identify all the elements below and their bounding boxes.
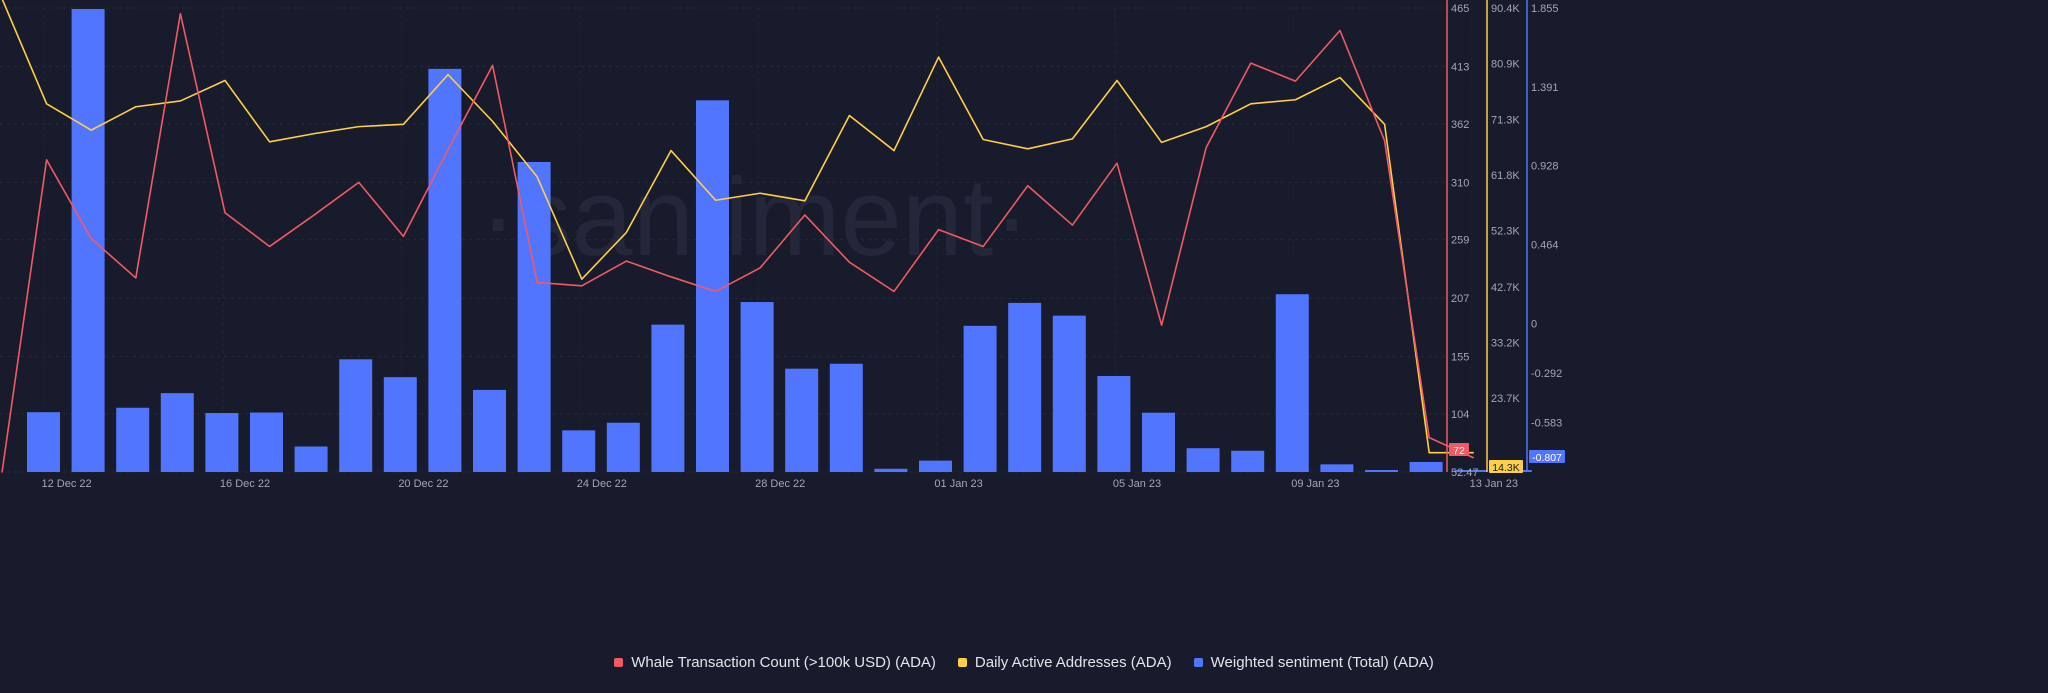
daa-tick-label: 52.3K xyxy=(1491,226,1520,238)
sentiment-tick-label: 0 xyxy=(1531,318,1537,330)
sentiment-bar xyxy=(1008,302,1042,472)
whale-tick-label: 310 xyxy=(1451,177,1469,189)
x-tick-label: 12 Dec 22 xyxy=(42,478,92,490)
legend-swatch-sentiment xyxy=(1193,658,1203,667)
sentiment-bar xyxy=(383,377,417,472)
sentiment-bar xyxy=(606,422,640,472)
sentiment-bar xyxy=(740,302,774,472)
whale-tick-label: 52.47 xyxy=(1451,467,1479,479)
sentiment-bar xyxy=(829,363,863,472)
sentiment-bar xyxy=(428,68,462,472)
sentiment-bar xyxy=(1454,470,1488,472)
daa-tick-label: 61.8K xyxy=(1491,170,1520,182)
sentiment-bar xyxy=(116,407,150,472)
whale-tick-label: 413 xyxy=(1451,61,1469,73)
daa-tick-label: 80.9K xyxy=(1491,59,1520,71)
whale-tick-label: 207 xyxy=(1451,293,1469,305)
sentiment-current-badge: -0.807 xyxy=(1532,452,1562,464)
legend-item-whale[interactable]: Whale Transaction Count (>100k USD) (ADA… xyxy=(614,654,936,671)
sentiment-bar xyxy=(1231,450,1265,472)
sentiment-bar xyxy=(919,460,952,472)
sentiment-bar xyxy=(963,325,997,472)
legend-label-whale: Whale Transaction Count (>100k USD) (ADA… xyxy=(631,654,936,671)
x-tick-label: 09 Jan 23 xyxy=(1291,478,1339,490)
sentiment-bar xyxy=(1320,464,1354,472)
sentiment-bar xyxy=(71,9,105,473)
x-tick-label: 05 Jan 23 xyxy=(1113,478,1161,490)
sentiment-bar xyxy=(205,413,239,472)
sentiment-bar xyxy=(250,412,283,472)
x-tick-label: 28 Dec 22 xyxy=(755,478,805,490)
legend-item-daa[interactable]: Daily Active Addresses (ADA) xyxy=(957,654,1172,671)
sentiment-current-badge-bg xyxy=(1529,450,1565,463)
sentiment-bar xyxy=(339,359,373,472)
whale-tick-label: 259 xyxy=(1451,235,1469,247)
sentiment-tick-label: -0.583 xyxy=(1531,417,1562,429)
sentiment-bar xyxy=(1365,470,1398,472)
whale-tick-label: 465 xyxy=(1451,3,1469,15)
sentiment-tick-label: 0.928 xyxy=(1531,161,1559,173)
legend: Whale Transaction Count (>100k USD) (ADA… xyxy=(0,654,2048,671)
sentiment-bar xyxy=(1142,412,1175,472)
daa-tick-label: 33.2K xyxy=(1491,337,1520,349)
daa-tick-label: 90.4K xyxy=(1491,3,1520,15)
sentiment-bar xyxy=(562,430,596,472)
daa-tick-label: 71.3K xyxy=(1491,115,1520,127)
whale-line xyxy=(1,12,1475,473)
legend-swatch-whale xyxy=(614,658,624,667)
sentiment-tick-label: -0.292 xyxy=(1531,368,1562,380)
sentiment-bar xyxy=(1052,315,1086,472)
sentiment-tick-label: 0.464 xyxy=(1531,239,1559,251)
legend-label-sentiment: Weighted sentiment (Total) (ADA) xyxy=(1210,654,1434,671)
sentiment-bar xyxy=(1409,461,1443,472)
sentiment-bar xyxy=(1097,375,1131,472)
daa-tick-label: 42.7K xyxy=(1491,282,1520,294)
sentiment-bar xyxy=(651,324,685,472)
sentiment-bar xyxy=(1275,294,1309,472)
x-tick-label: 24 Dec 22 xyxy=(577,478,627,490)
whale-current-badge-bg xyxy=(1449,443,1469,457)
legend-label-daa: Daily Active Addresses (ADA) xyxy=(974,654,1172,671)
daa-current-badge-bg xyxy=(1489,460,1523,473)
whale-current-badge: 72 xyxy=(1453,445,1465,457)
sentiment-tick-label: 1.391 xyxy=(1531,82,1559,94)
daa-line xyxy=(1,0,1474,454)
sentiment-bar xyxy=(473,389,506,472)
legend-item-sentiment[interactable]: Weighted sentiment (Total) (ADA) xyxy=(1193,654,1434,671)
x-tick-label: 01 Jan 23 xyxy=(934,478,982,490)
daa-tick-label: 23.7K xyxy=(1491,393,1520,405)
sentiment-bar xyxy=(27,412,60,472)
sentiment-bar xyxy=(785,368,819,472)
whale-tick-label: 362 xyxy=(1451,119,1469,131)
x-tick-label: 13 Jan 23 xyxy=(1470,478,1518,490)
x-tick-label: 20 Dec 22 xyxy=(398,478,448,490)
whale-tick-label: 155 xyxy=(1451,352,1469,364)
sentiment-bar xyxy=(874,468,908,472)
legend-swatch-daa xyxy=(957,658,967,667)
sentiment-bar xyxy=(294,446,328,472)
sentiment-tick-label: 1.855 xyxy=(1531,3,1559,15)
watermark: ·santiment· xyxy=(480,156,1030,279)
whale-tick-label: 104 xyxy=(1451,409,1469,421)
sentiment-bar xyxy=(1186,448,1220,472)
sentiment-bar xyxy=(160,393,194,472)
x-tick-label: 16 Dec 22 xyxy=(220,478,270,490)
daa-current-badge: 14.3K xyxy=(1492,462,1519,474)
